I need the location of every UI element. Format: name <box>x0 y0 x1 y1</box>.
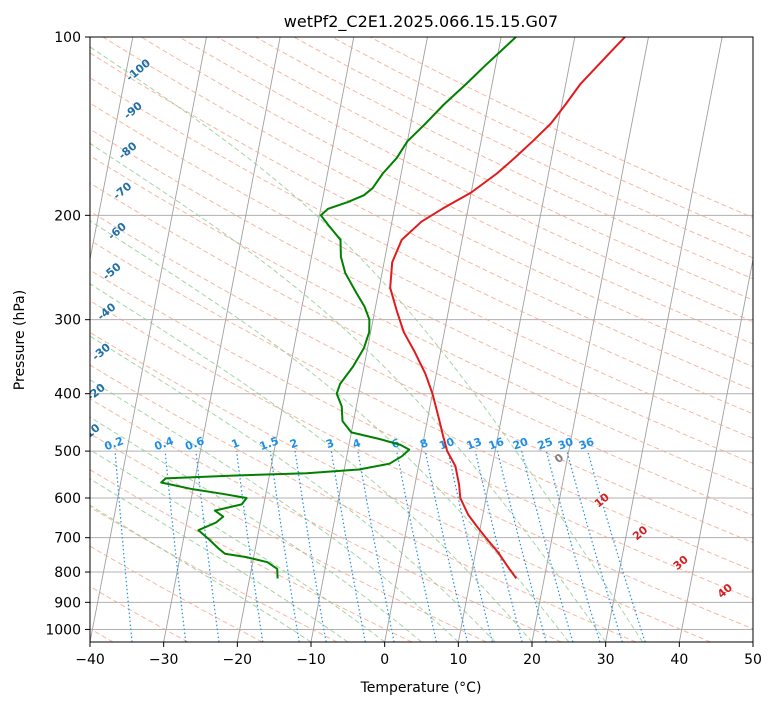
dry-adiabat-line <box>90 52 753 391</box>
dry-adiabat-line <box>90 102 753 439</box>
mixing-ratio-label: 0.4 <box>153 434 176 453</box>
mixing-ratio-line <box>114 451 133 642</box>
axes: −40 −30 −20 −10 0 10 20 30 40 50 100 200 300 400 500 60… <box>45 30 762 668</box>
x-tick-label: 40 <box>670 652 688 668</box>
dry-adiabat-line <box>90 77 753 415</box>
mixing-ratio-label: 13 <box>465 435 484 452</box>
mixing-ratio-line <box>396 450 437 642</box>
dry-adiabat-line <box>90 469 413 642</box>
y-tick-label: 800 <box>54 565 81 581</box>
dry-adiabat-line <box>90 300 753 630</box>
mixing-ratio-label: 30 <box>556 435 575 453</box>
mixing-ratio-label: 2 <box>288 436 300 451</box>
mixing-ratio-line <box>566 450 623 642</box>
dry-adiabat-line <box>90 433 487 642</box>
isotherm-line <box>384 37 502 642</box>
background-lines <box>90 37 753 642</box>
mixing-ratio-line <box>521 450 574 642</box>
y-tick-label: 400 <box>54 387 81 403</box>
y-tick-label: 900 <box>54 595 81 611</box>
x-tick-label: 30 <box>597 652 615 668</box>
x-axis-title: Temperature (°C) <box>360 680 482 696</box>
x-tick-label: 10 <box>449 652 467 668</box>
dry-adiabat-line <box>90 269 753 600</box>
isotherm-line <box>236 37 355 642</box>
mixing-ratio-label: 8 <box>418 436 430 451</box>
mixing-ratio-line <box>357 451 395 642</box>
isotherm-line <box>90 37 207 642</box>
y-tick-label: 300 <box>54 313 81 329</box>
dry-adiabat-line <box>90 182 753 516</box>
dry-adiabat-line <box>90 155 753 490</box>
mixing-ratio-label: 16 <box>487 435 506 453</box>
moist-adiabat-line <box>90 478 349 642</box>
dry-adiabat-line <box>90 210 753 544</box>
y-tick-label: 600 <box>54 491 81 507</box>
isotherm-line <box>605 37 723 642</box>
mixing-ratio-line <box>195 451 220 642</box>
mixing-ratio-line <box>236 451 264 642</box>
moist-adiabat-line <box>90 335 496 642</box>
isotherm-line <box>531 37 649 642</box>
dry-adiabat-line <box>90 239 753 572</box>
mixing-ratio-line <box>424 450 469 642</box>
y-axis-title: Pressure (hPa) <box>12 290 28 390</box>
y-tick-label: 200 <box>54 208 81 224</box>
mixing-ratio-label: 25 <box>536 435 555 452</box>
mixing-ratio-line <box>545 450 601 642</box>
mixing-ratio-line <box>164 451 187 642</box>
moist-adiabat-line <box>90 142 607 642</box>
isotherm-line <box>163 37 281 642</box>
y-tick-label: 700 <box>54 531 81 547</box>
mixing-ratio-label: 1 <box>230 436 242 451</box>
dry-adiabat-line <box>90 398 562 642</box>
y-tick-label: 1000 <box>45 622 81 638</box>
mixing-ratio-label: 4 <box>351 436 363 451</box>
mixing-ratio-label: 36 <box>577 435 596 453</box>
moist-adiabat-line <box>90 46 643 642</box>
dry-adiabat-line <box>90 364 637 642</box>
temperature-line <box>389 37 626 579</box>
mixing-ratio-label: 0.2 <box>103 434 126 453</box>
dewpoint-line <box>160 37 517 579</box>
mixing-ratio-label: 1.5 <box>258 434 281 453</box>
chart-title: wetPf2_C2E1.2025.066.15.15.G07 <box>284 12 558 32</box>
mixing-ratio-line <box>496 450 547 642</box>
mixing-ratio-label: 3 <box>324 436 336 451</box>
isotherm-line <box>457 37 576 642</box>
plot-frame <box>89 36 754 643</box>
moist-adiabat-line <box>90 449 385 642</box>
mixing-ratio-line <box>269 451 300 642</box>
dry-adiabat-line <box>90 545 263 642</box>
x-tick-label: −20 <box>223 652 253 668</box>
dry-adiabat-line <box>90 128 753 464</box>
mixing-ratio-line <box>587 450 646 642</box>
mixing-ratio-label: 10 <box>437 435 456 453</box>
isotherm-line <box>90 37 134 262</box>
moist-adiabat-line <box>90 283 533 642</box>
x-tick-label: −30 <box>149 652 179 668</box>
y-tick-label: 500 <box>54 444 81 460</box>
x-tick-label: −10 <box>296 652 326 668</box>
x-tick-label: 20 <box>523 652 541 668</box>
x-tick-label: 0 <box>380 652 389 668</box>
dry-adiabat-line <box>90 331 711 642</box>
dry-adiabat-line <box>217 37 753 301</box>
mixing-ratio-line <box>474 450 523 642</box>
moist-adiabat-line <box>90 220 570 642</box>
isotherm-line <box>678 256 753 642</box>
dry-adiabat-line <box>90 506 338 642</box>
series-lines <box>160 37 626 579</box>
y-tick-label: 100 <box>54 30 81 46</box>
mixing-ratio-label: 20 <box>511 435 530 453</box>
x-tick-label: −40 <box>75 652 105 668</box>
x-tick-label: 50 <box>744 652 762 668</box>
plot-area: 0.10.20.40.611.52346810131620253036-100-… <box>90 37 753 642</box>
mixing-ratio-label: 0.6 <box>183 434 206 453</box>
mixing-ratio-line <box>447 450 493 642</box>
